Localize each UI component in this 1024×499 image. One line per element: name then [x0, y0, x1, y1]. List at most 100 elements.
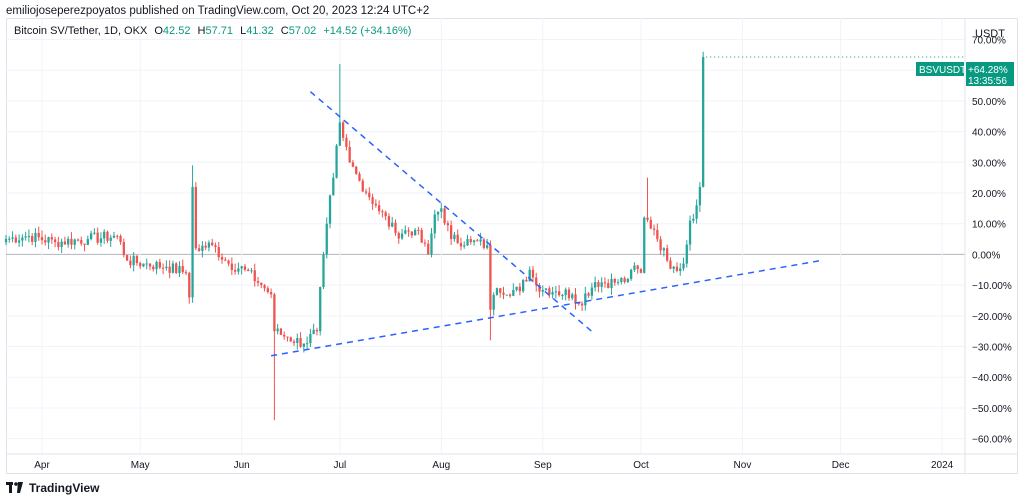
- badge-symbol: BSVUSDT: [919, 65, 966, 76]
- candle-body: [364, 191, 368, 193]
- candle-body: [584, 293, 587, 306]
- candle: [158, 258, 161, 270]
- candle-body: [535, 277, 538, 286]
- candle: [639, 267, 643, 274]
- candle-body: [305, 343, 309, 345]
- candle-body: [341, 122, 345, 138]
- candle-body: [518, 286, 522, 292]
- low-value: 41.32: [246, 25, 274, 37]
- footer-brand[interactable]: TradingView: [6, 480, 99, 496]
- candle-body: [485, 245, 489, 248]
- candle-body: [67, 238, 70, 245]
- candle: [31, 233, 34, 246]
- candle-body: [152, 266, 155, 270]
- candle-body: [436, 211, 440, 215]
- candle-body: [319, 287, 322, 332]
- candle-body: [381, 211, 384, 213]
- candle-body: [328, 195, 332, 224]
- candle: [417, 226, 420, 235]
- badge-change: +64.28%: [968, 65, 1008, 76]
- candle: [702, 51, 705, 188]
- candle-body: [394, 222, 397, 233]
- candle: [597, 280, 600, 293]
- price-tick-label: −10.00%: [972, 281, 1012, 292]
- candle-body: [413, 229, 417, 236]
- candle: [276, 324, 279, 335]
- candle: [368, 187, 371, 201]
- candle-body: [230, 263, 233, 270]
- candle-body: [472, 240, 476, 243]
- candle: [407, 227, 410, 237]
- candle: [93, 228, 96, 235]
- candle-body: [250, 270, 253, 272]
- candle-body: [204, 245, 207, 248]
- candle: [345, 134, 348, 151]
- candle: [482, 237, 486, 250]
- candle: [433, 209, 436, 239]
- legend-symbol: Bitcoin SV/Tether, 1D, OKX: [14, 25, 148, 37]
- candle-body: [508, 294, 512, 296]
- price-tick-label: 40.00%: [972, 128, 1006, 139]
- grid-lines: [6, 18, 965, 454]
- candle: [620, 277, 623, 285]
- candle: [279, 327, 283, 335]
- candle-body: [194, 186, 197, 249]
- candle-body: [322, 254, 325, 288]
- candle: [499, 288, 502, 298]
- candle-body: [557, 291, 561, 296]
- candle-body: [630, 269, 633, 279]
- candle-body: [243, 266, 247, 270]
- candle-body: [633, 265, 636, 270]
- candle: [269, 288, 273, 299]
- candle-body: [420, 229, 423, 243]
- candle: [469, 236, 472, 245]
- candle-body: [499, 288, 502, 293]
- candle-body: [53, 239, 57, 243]
- candle: [96, 227, 99, 245]
- candle-body: [646, 217, 649, 220]
- candle-body: [50, 237, 53, 240]
- candle: [594, 276, 597, 292]
- candle: [459, 237, 463, 251]
- candle: [171, 260, 175, 274]
- candle-body: [86, 239, 89, 245]
- candle-body: [387, 216, 391, 227]
- candle-body: [132, 255, 135, 266]
- badge-value-box: [966, 62, 1014, 86]
- candle: [626, 277, 630, 284]
- time-tick-label: Dec: [832, 460, 850, 471]
- candle-body: [410, 231, 414, 236]
- candle-body: [351, 162, 355, 167]
- candle: [263, 284, 266, 292]
- candle-body: [561, 295, 564, 297]
- candle-body: [669, 260, 672, 269]
- candle-body: [469, 239, 472, 243]
- candle: [122, 238, 125, 258]
- candle: [89, 230, 93, 241]
- candle-body: [211, 242, 214, 246]
- candle-body: [168, 266, 171, 273]
- candle: [616, 279, 620, 286]
- candle: [99, 232, 103, 247]
- candle: [309, 328, 312, 348]
- candle: [364, 188, 368, 195]
- candle: [152, 264, 155, 272]
- candle: [103, 229, 106, 244]
- footer-brand-name: TradingView: [29, 481, 100, 495]
- candle: [27, 229, 31, 243]
- time-tick-label: Oct: [633, 460, 649, 471]
- price-tick-label: −30.00%: [972, 343, 1012, 354]
- candle: [260, 282, 263, 289]
- candle: [328, 194, 332, 229]
- candle: [37, 226, 40, 241]
- candle-body: [325, 223, 328, 255]
- close-label: C: [280, 25, 289, 37]
- candle-body: [233, 269, 237, 272]
- candle-body: [191, 186, 194, 298]
- trendline: [309, 91, 596, 335]
- candle-body: [181, 266, 184, 273]
- candle-body: [266, 288, 269, 293]
- candle-body: [443, 208, 446, 224]
- candle: [472, 239, 476, 246]
